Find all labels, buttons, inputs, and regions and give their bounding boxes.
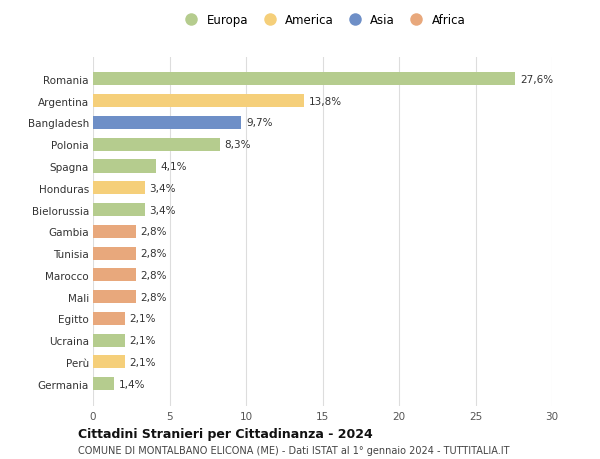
Text: 9,7%: 9,7% [246,118,272,128]
Bar [93,356,125,369]
Text: 1,4%: 1,4% [119,379,146,389]
Bar [93,182,145,195]
Bar [93,160,156,173]
Text: 2,8%: 2,8% [140,227,167,237]
Text: Cittadini Stranieri per Cittadinanza - 2024: Cittadini Stranieri per Cittadinanza - 2… [78,427,373,440]
Text: 2,8%: 2,8% [140,270,167,280]
Bar [93,203,145,217]
Bar [93,291,136,303]
Text: 27,6%: 27,6% [520,75,553,85]
Text: COMUNE DI MONTALBANO ELICONA (ME) - Dati ISTAT al 1° gennaio 2024 - TUTTITALIA.I: COMUNE DI MONTALBANO ELICONA (ME) - Dati… [78,445,509,455]
Bar [93,73,515,86]
Bar [93,269,136,282]
Text: 13,8%: 13,8% [309,96,342,106]
Text: 2,1%: 2,1% [130,357,156,367]
Text: 2,1%: 2,1% [130,336,156,345]
Bar [93,334,125,347]
Text: 2,8%: 2,8% [140,292,167,302]
Text: 3,4%: 3,4% [149,205,176,215]
Text: 8,3%: 8,3% [224,140,251,150]
Text: 2,1%: 2,1% [130,313,156,324]
Bar [93,139,220,151]
Bar [93,117,241,130]
Bar [93,225,136,238]
Bar [93,312,125,325]
Bar [93,95,304,108]
Bar [93,247,136,260]
Text: 4,1%: 4,1% [160,162,187,172]
Bar [93,377,115,390]
Text: 2,8%: 2,8% [140,248,167,258]
Legend: Europa, America, Asia, Africa: Europa, America, Asia, Africa [179,14,466,28]
Text: 3,4%: 3,4% [149,183,176,193]
